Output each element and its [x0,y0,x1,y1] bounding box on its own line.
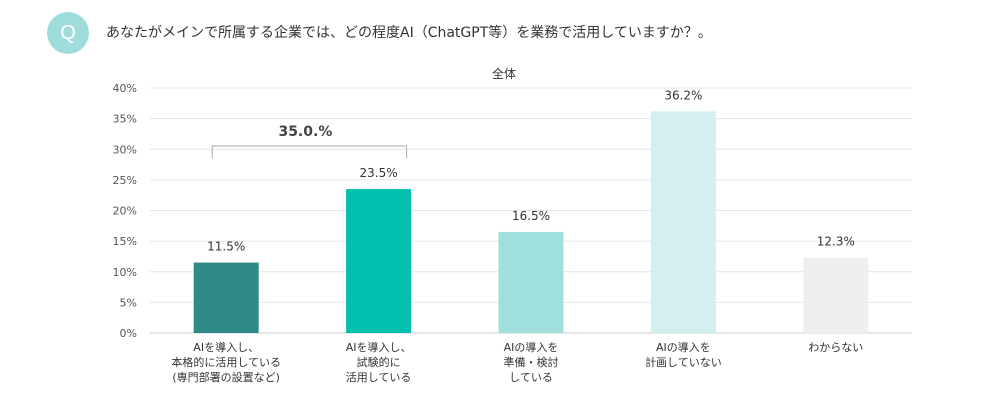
bar [346,189,412,333]
question-text: あなたがメインで所属する企業では、どの程度AI（ChatGPT等）を業務で活用し… [106,25,712,41]
x-tick-label: わからない [808,341,863,354]
bar [193,262,259,333]
y-tick-label: 20% [113,205,137,218]
data-label: 36.2% [664,88,702,102]
y-tick-label: 15% [113,235,137,248]
bar [803,257,869,333]
y-tick-label: 40% [113,82,137,95]
bar [650,111,716,334]
y-tick-label: 35% [113,113,137,126]
y-tick-label: 5% [120,296,137,309]
data-label: 16.5% [512,209,550,223]
chart-title: 全体 [492,66,516,81]
bracket-label: 35.0.% [278,124,332,140]
data-label: 11.5% [207,240,245,254]
x-tick-label: AIを導入し、試験的に活用している [346,340,412,384]
x-tick-label: AIの導入を計画していない [645,340,722,369]
y-tick-label: 30% [113,143,137,156]
bar [498,231,564,333]
y-tick-label: 0% [120,327,137,340]
data-label: 23.5% [360,166,398,180]
data-label: 12.3% [817,235,855,249]
y-tick-label: 25% [113,174,137,187]
y-tick-label: 10% [113,266,137,279]
question-badge: Q [47,12,89,54]
x-tick-label: AIを導入し、本格的に活用している(専門部署の設置など) [171,340,281,384]
bracket [211,145,408,158]
x-tick-label: AIの導入を準備・検討している [504,340,559,384]
